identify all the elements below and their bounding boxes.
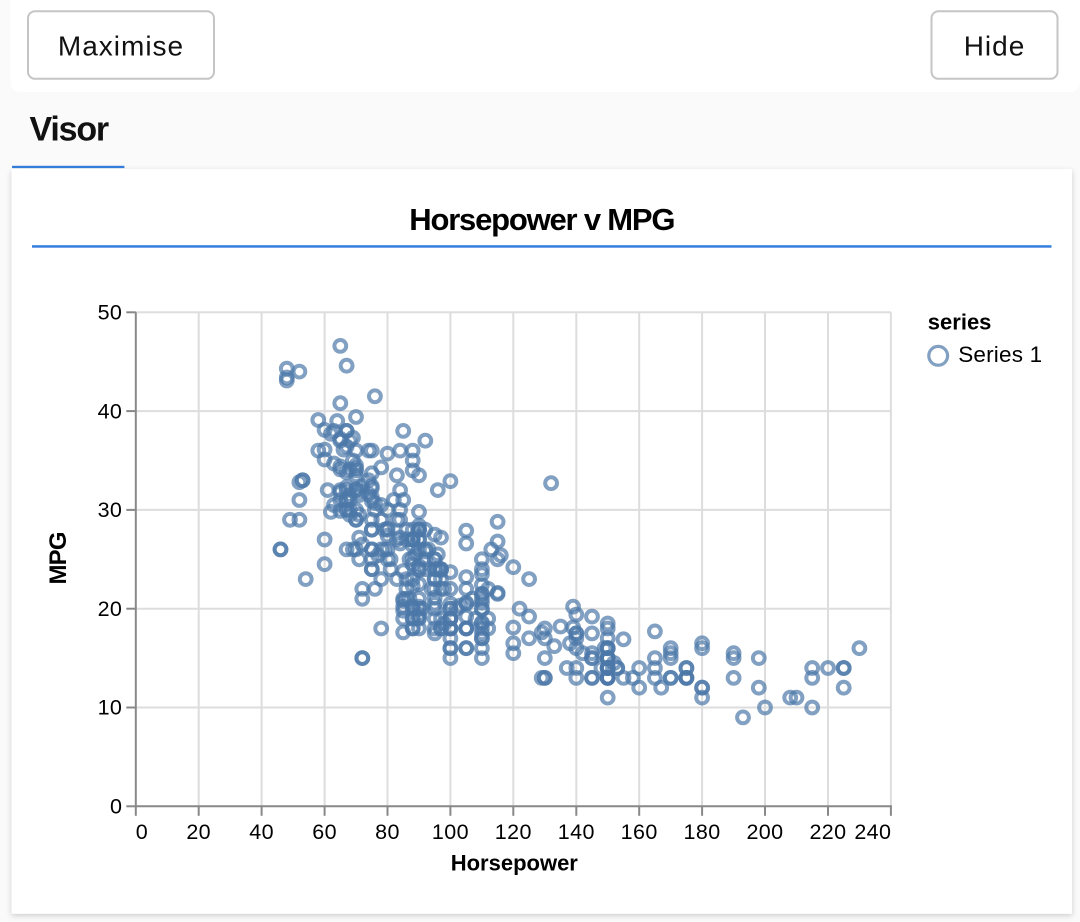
svg-text:60: 60 xyxy=(312,820,337,844)
svg-text:120: 120 xyxy=(495,820,532,844)
svg-text:30: 30 xyxy=(98,498,123,522)
svg-text:Visor: Visor xyxy=(30,111,109,149)
svg-text:Horsepower: Horsepower xyxy=(451,850,579,875)
svg-text:Maximise: Maximise xyxy=(58,31,184,62)
svg-text:10: 10 xyxy=(98,696,123,720)
svg-text:180: 180 xyxy=(684,820,721,844)
svg-text:40: 40 xyxy=(98,399,123,423)
svg-text:Hide: Hide xyxy=(964,31,1026,62)
svg-text:50: 50 xyxy=(98,301,123,325)
svg-text:240: 240 xyxy=(854,820,891,844)
svg-text:0: 0 xyxy=(110,795,122,819)
svg-text:MPG: MPG xyxy=(45,532,72,584)
svg-text:100: 100 xyxy=(432,820,469,844)
svg-text:20: 20 xyxy=(186,820,211,844)
svg-text:160: 160 xyxy=(621,820,658,844)
svg-text:220: 220 xyxy=(809,820,846,844)
svg-text:0: 0 xyxy=(136,820,148,844)
svg-text:Horsepower v MPG: Horsepower v MPG xyxy=(409,202,674,237)
svg-text:series: series xyxy=(928,310,992,335)
svg-text:200: 200 xyxy=(746,820,783,844)
svg-text:80: 80 xyxy=(375,820,400,844)
svg-text:40: 40 xyxy=(249,820,274,844)
svg-text:20: 20 xyxy=(98,597,123,621)
svg-text:140: 140 xyxy=(558,820,595,844)
svg-text:Series 1: Series 1 xyxy=(958,342,1042,367)
